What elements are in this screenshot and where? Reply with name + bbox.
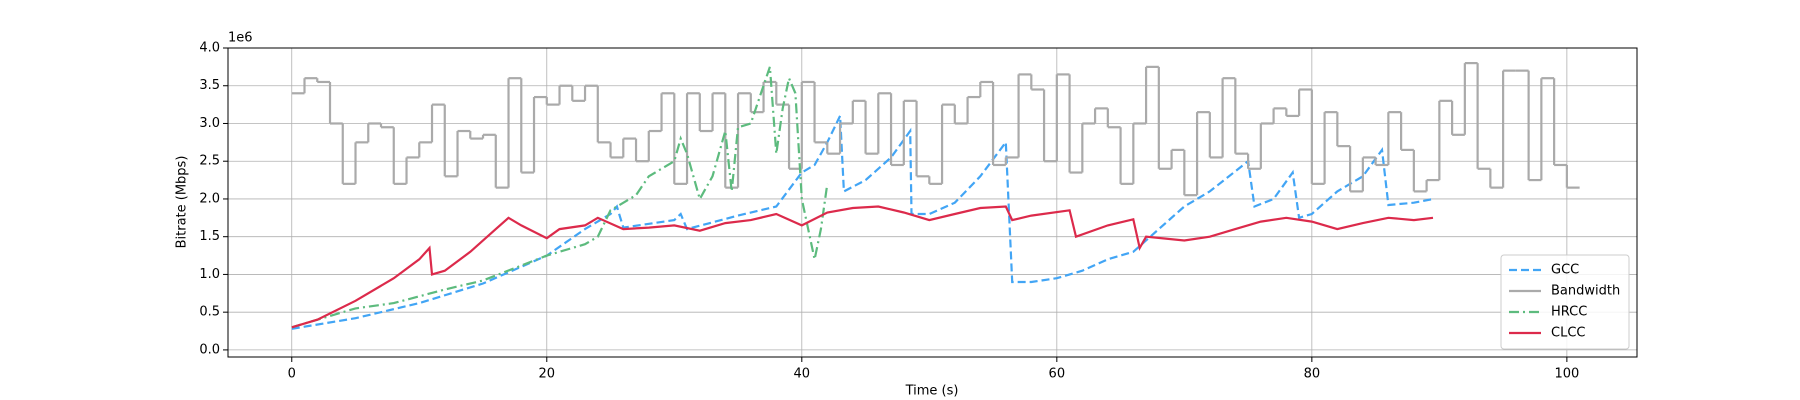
plot-frame	[227, 47, 1638, 358]
y-tick-label: 3.5	[199, 78, 220, 93]
y-tick-label: 0.5	[199, 305, 220, 320]
y-tick-label: 1.0	[199, 267, 220, 282]
y-tick-label: 2.0	[199, 191, 220, 206]
legend-label: Bandwidth	[1551, 284, 1620, 299]
x-tick-label: 60	[1049, 367, 1066, 382]
legend-label: GCC	[1551, 263, 1579, 278]
y-tick-label: 4.0	[199, 41, 220, 56]
y-tick-label: 3.0	[199, 116, 220, 131]
legend-label: CLCC	[1551, 326, 1585, 341]
series-line	[291, 115, 1434, 330]
series-line	[291, 205, 1434, 329]
legend-label: HRCC	[1551, 305, 1587, 320]
x-tick-label: 100	[1554, 367, 1579, 382]
y-offset-text: 1e6	[228, 31, 253, 46]
y-tick-label: 2.5	[199, 154, 220, 169]
x-tick-label: 0	[288, 367, 296, 382]
x-tick-label: 40	[794, 367, 811, 382]
x-tick-label: 80	[1304, 367, 1321, 382]
y-tick-label: 1.5	[199, 229, 220, 244]
y-axis-label: Bitrate (Mbps)	[175, 156, 190, 249]
x-axis-label: Time (s)	[905, 384, 959, 399]
x-tick-label: 20	[539, 367, 556, 382]
legend-box	[1500, 254, 1630, 350]
y-tick-label: 0.0	[199, 342, 220, 357]
series-line	[291, 66, 829, 329]
